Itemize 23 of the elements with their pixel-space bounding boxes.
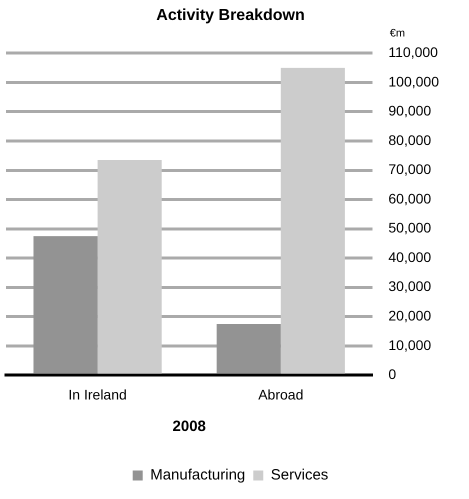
y-tick-label: 20,000 xyxy=(388,308,432,324)
y-tick-label: 70,000 xyxy=(388,161,432,178)
y-tick-label: 100,000 xyxy=(388,73,440,90)
bar xyxy=(33,236,98,374)
chart-title: Activity Breakdown xyxy=(156,7,305,24)
bar xyxy=(280,68,345,374)
bar xyxy=(216,324,281,374)
y-tick-label: 80,000 xyxy=(388,132,432,148)
y-tick-label: 10,000 xyxy=(388,336,432,353)
y-tick-label: 0 xyxy=(388,366,396,382)
y-axis-title: €m xyxy=(390,28,406,40)
y-tick-label: 30,000 xyxy=(388,278,432,294)
bar xyxy=(98,160,162,374)
x-tick-label: In Ireland xyxy=(68,386,127,402)
y-tick-label: 110,000 xyxy=(388,44,438,60)
x-tick-label: Abroad xyxy=(258,386,304,402)
y-tick-label: 40,000 xyxy=(388,248,432,265)
x-axis-title: 2008 xyxy=(172,418,206,436)
y-tick-label: 50,000 xyxy=(388,220,432,236)
y-tick-label: 90,000 xyxy=(388,102,432,119)
legend-label: Manufacturing xyxy=(150,466,246,484)
y-tick-label: 60,000 xyxy=(388,190,432,206)
legend-label: Services xyxy=(270,466,328,484)
